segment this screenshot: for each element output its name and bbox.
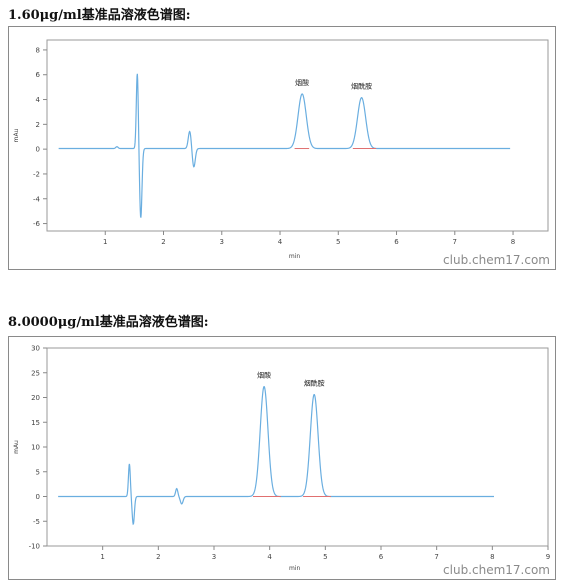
y-tick-label: -10 [29,543,40,551]
chromatogram-panel: 1 2 3 4 5 6 7 8 9 -10 -5 0 5 10 15 20 25 30 min mAu 烟酸烟酰胺 clu… [8,336,556,580]
y-tick-label: 20 [31,394,40,402]
x-tick-label: 3 [220,238,224,246]
chromatogram-chart: 1 2 3 4 5 6 7 8 -6 -4 -2 0 2 4 6 8 min mAu 烟酸 烟酰胺 club.chem1… [8,26,556,270]
x-tick-label: 4 [278,238,283,246]
signal-trace [58,386,494,526]
y-tick-label: 10 [31,444,40,452]
chart-title: 8.0000μg/ml基准品溶液色谱图: [8,315,209,330]
y-tick-label: 25 [31,369,40,377]
x-tick-label: 2 [161,238,165,246]
x-tick-label: 7 [434,553,438,561]
peak-label: 烟酰胺 [351,82,372,91]
peak-label: 烟酸 [257,371,271,380]
chromatogram-panel: 1 2 3 4 5 6 7 8 -6 -4 -2 0 2 4 6 8 min mAu 烟酸 烟酰胺 club.chem1… [8,26,556,270]
peak-label: 烟酰胺 [304,379,325,388]
chart-title: 1.60μg/ml基准品溶液色谱图: [8,8,191,23]
y-tick-label: 30 [31,345,40,353]
x-tick-label: 2 [156,553,160,561]
y-tick-label: -4 [33,195,41,203]
x-tick-label: 1 [103,238,107,246]
y-axis-label: mAu [13,440,20,454]
y-tick-label: 2 [36,121,40,129]
plot-area [46,347,549,547]
x-tick-label: 1 [100,553,104,561]
signal-trace [58,73,511,218]
x-tick-label: 3 [212,553,216,561]
y-axis-label: mAu [13,128,20,142]
plot-area [46,39,549,232]
x-tick-label: 9 [546,553,550,561]
y-tick-label: 4 [36,96,41,104]
x-axis-label: min [289,565,301,572]
x-tick-label: 6 [379,553,384,561]
watermark: club.chem17.com [443,563,550,577]
watermark: club.chem17.com [443,253,550,267]
y-tick-label: 8 [36,46,40,54]
x-tick-label: 6 [394,238,399,246]
y-tick-label: 0 [36,493,40,501]
y-tick-label: -6 [33,220,41,228]
x-tick-label: 5 [336,238,340,246]
y-tick-label: 0 [36,146,40,154]
y-tick-label: -5 [33,518,40,526]
x-axis-label: min [289,253,301,260]
x-tick-label: 4 [267,553,272,561]
y-tick-label: -2 [33,170,40,178]
y-tick-label: 5 [36,468,40,476]
peak-label: 烟酸 [295,78,309,87]
y-tick-label: 6 [36,71,41,79]
x-tick-label: 7 [453,238,457,246]
x-tick-label: 8 [490,553,494,561]
x-tick-label: 5 [323,553,327,561]
y-tick-label: 15 [31,419,40,427]
x-tick-label: 8 [511,238,515,246]
